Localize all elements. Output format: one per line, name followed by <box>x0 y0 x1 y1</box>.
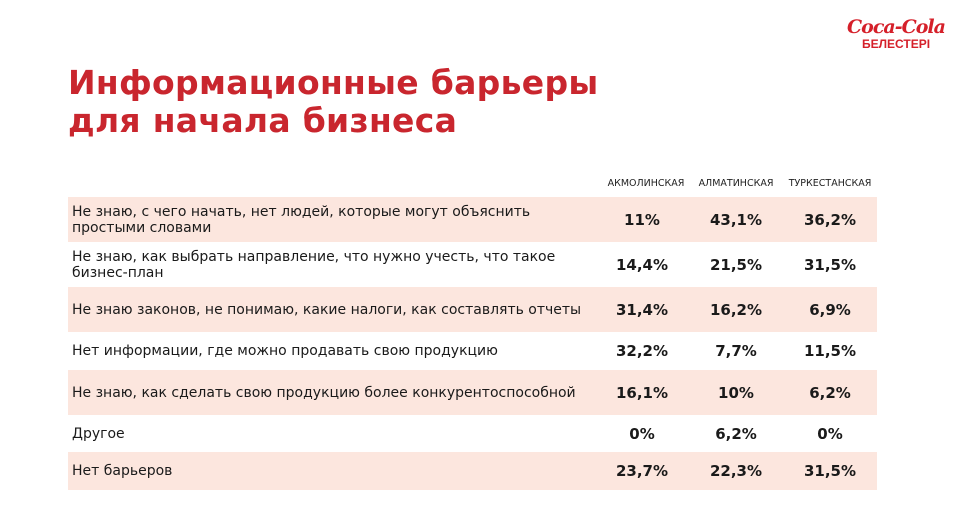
column-header-akmola: АКМОЛИНСКАЯ <box>607 178 685 189</box>
title-line-1: Информационные барьеры <box>68 63 599 102</box>
row-value: 0% <box>817 424 843 443</box>
row-value: 16,2% <box>709 300 763 319</box>
row-label: Нет информации, где можно продавать свою… <box>72 343 498 359</box>
column-header-almaty: АЛМАТИНСКАЯ <box>698 178 774 189</box>
table-row: Нет барьеров 23,7% 22,3% 31,5% <box>68 452 877 490</box>
row-label: Другое <box>72 425 125 442</box>
barriers-table: Не знаю, с чего начать, нет людей, котор… <box>68 197 877 490</box>
row-label: Не знаю, как сделать свою продукцию боле… <box>72 384 576 401</box>
row-value: 22,3% <box>709 462 763 480</box>
row-value: 0% <box>629 424 655 443</box>
row-label: Не знаю законов, не понимаю, какие налог… <box>72 301 582 318</box>
table-row: Не знаю, с чего начать, нет людей, котор… <box>68 197 877 242</box>
table-row: Другое 0% 6,2% 0% <box>68 415 877 452</box>
row-label: Не знаю, как выбрать направление, что ну… <box>72 248 556 281</box>
row-value: 31,4% <box>615 300 669 319</box>
row-value: 32,2% <box>615 342 669 360</box>
row-value: 6,2% <box>715 424 757 443</box>
row-value: 43,1% <box>709 210 763 229</box>
row-value: 14,4% <box>615 255 669 274</box>
row-value: 6,2% <box>809 383 851 402</box>
logo-brand: Coca-Cola <box>847 16 946 38</box>
row-label: Нет барьеров <box>72 463 173 479</box>
row-value: 21,5% <box>709 255 763 274</box>
row-value: 11,5% <box>803 342 857 360</box>
row-value: 36,2% <box>803 210 857 229</box>
row-value: 31,5% <box>803 255 857 274</box>
row-value: 31,5% <box>803 462 857 480</box>
table-row: Не знаю, как сделать свою продукцию боле… <box>68 370 877 415</box>
page-title: Информационные барьеры для начала бизнес… <box>68 64 599 140</box>
row-label: Не знаю, с чего начать, нет людей, котор… <box>72 203 531 236</box>
table-row: Не знаю законов, не понимаю, какие налог… <box>68 287 877 332</box>
row-value: 23,7% <box>615 462 669 480</box>
logo-region: БЕЛЕСТЕРІ <box>861 37 931 51</box>
row-value: 10% <box>718 383 754 402</box>
row-value: 16,1% <box>615 383 669 402</box>
row-value: 11% <box>624 210 660 229</box>
row-value: 6,9% <box>809 300 851 319</box>
coca-cola-logo: Coca-Cola БЕЛЕСТЕРІ <box>846 16 946 51</box>
table-row: Нет информации, где можно продавать свою… <box>68 332 877 370</box>
column-header-turkestan: ТУРКЕСТАНСКАЯ <box>788 178 872 189</box>
table-row: Не знаю, как выбрать направление, что ну… <box>68 242 877 287</box>
row-value: 7,7% <box>715 342 757 360</box>
title-line-2: для начала бизнеса <box>68 101 458 140</box>
